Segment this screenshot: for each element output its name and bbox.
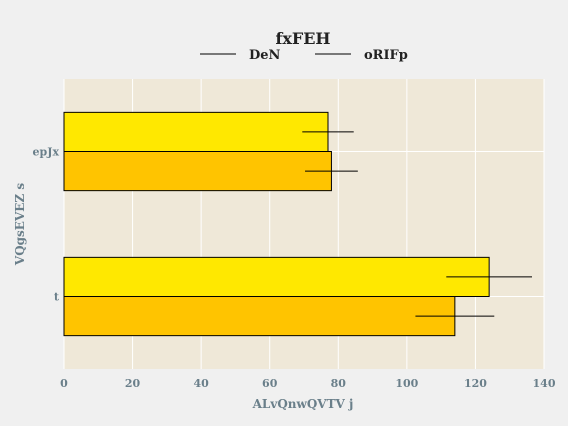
x-tick-label: 80 — [331, 377, 347, 390]
legend-label-orifp: oRIFp — [364, 48, 408, 63]
x-tick-label: 100 — [395, 377, 418, 390]
bar-oRIFp-epJx — [63, 151, 332, 192]
x-tick-label: 0 — [60, 377, 68, 390]
y-tick-label: t — [54, 291, 60, 304]
x-tick-label: 40 — [193, 377, 209, 390]
x-axis-label: ALvQnwQVTV j — [252, 397, 354, 411]
x-tick-label: 60 — [262, 377, 278, 390]
y-axis-ticks: t epJx — [33, 146, 60, 304]
legend: DeN oRIFp — [200, 48, 408, 63]
bar-DeN-t — [63, 256, 490, 298]
x-tick-label: 140 — [533, 377, 556, 390]
bar-oRIFp-t — [63, 296, 456, 337]
x-axis-ticks: 0 20 40 60 80 100 120 140 — [60, 377, 556, 390]
x-tick-label: 20 — [125, 377, 141, 390]
error-bars — [302, 131, 532, 317]
y-axis-label: VQgsEVEZ s — [13, 183, 27, 266]
y-tick-label: epJx — [33, 146, 60, 159]
bar-DeN-epJx — [63, 111, 329, 152]
legend-label-den: DeN — [249, 48, 281, 63]
chart-title: fxFEH — [275, 29, 330, 48]
x-tick-label: 120 — [464, 377, 487, 390]
bars — [63, 111, 490, 337]
